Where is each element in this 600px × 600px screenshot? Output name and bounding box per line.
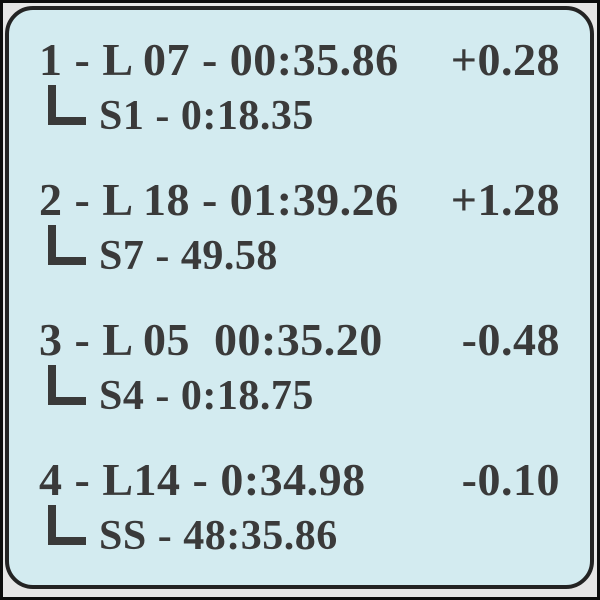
sector-time-text: S1 - 0:18.35 bbox=[99, 93, 314, 139]
lap-time-text: 3 - L 05 00:35.20 bbox=[39, 314, 383, 365]
branch-icon bbox=[48, 85, 86, 125]
sector-row: S1 - 0:18.35 bbox=[39, 85, 560, 142]
lap-main-row: 1 - L 07 - 00:35.86 +0.28 bbox=[39, 32, 560, 88]
lap-time-text: 2 - L 18 - 01:39.26 bbox=[39, 174, 399, 225]
lap-time-text: 1 - L 07 - 00:35.86 bbox=[39, 34, 399, 85]
lap-main-row: 3 - L 05 00:35.20 -0.48 bbox=[39, 312, 560, 368]
lap-main-row: 2 - L 18 - 01:39.26 +1.28 bbox=[39, 172, 560, 228]
delta-value: -0.48 bbox=[461, 314, 560, 365]
branch-icon bbox=[48, 505, 86, 545]
lap-time-text: 4 - L14 - 0:34.98 bbox=[39, 454, 366, 505]
lap-entry: 3 - L 05 00:35.20 -0.48 S4 - 0:18.75 bbox=[39, 312, 560, 422]
branch-icon bbox=[48, 225, 86, 265]
sector-row: S7 - 49.58 bbox=[39, 225, 560, 282]
delta-value: +0.28 bbox=[450, 34, 560, 85]
delta-value: +1.28 bbox=[450, 174, 560, 225]
lap-main-row: 4 - L14 - 0:34.98 -0.10 bbox=[39, 452, 560, 508]
lap-entry: 4 - L14 - 0:34.98 -0.10 SS - 48:35.86 bbox=[39, 452, 560, 562]
sector-row: SS - 48:35.86 bbox=[39, 505, 560, 562]
sector-time-text: S4 - 0:18.75 bbox=[99, 373, 314, 419]
delta-value: -0.10 bbox=[461, 454, 560, 505]
sector-time-text: SS - 48:35.86 bbox=[99, 513, 338, 559]
branch-icon bbox=[48, 365, 86, 405]
sector-time-text: S7 - 49.58 bbox=[99, 233, 278, 279]
sector-row: S4 - 0:18.75 bbox=[39, 365, 560, 422]
lap-entry: 1 - L 07 - 00:35.86 +0.28 S1 - 0:18.35 bbox=[39, 32, 560, 142]
lap-timing-panel: 1 - L 07 - 00:35.86 +0.28 S1 - 0:18.35 2… bbox=[5, 6, 594, 589]
lap-entry: 2 - L 18 - 01:39.26 +1.28 S7 - 49.58 bbox=[39, 172, 560, 282]
